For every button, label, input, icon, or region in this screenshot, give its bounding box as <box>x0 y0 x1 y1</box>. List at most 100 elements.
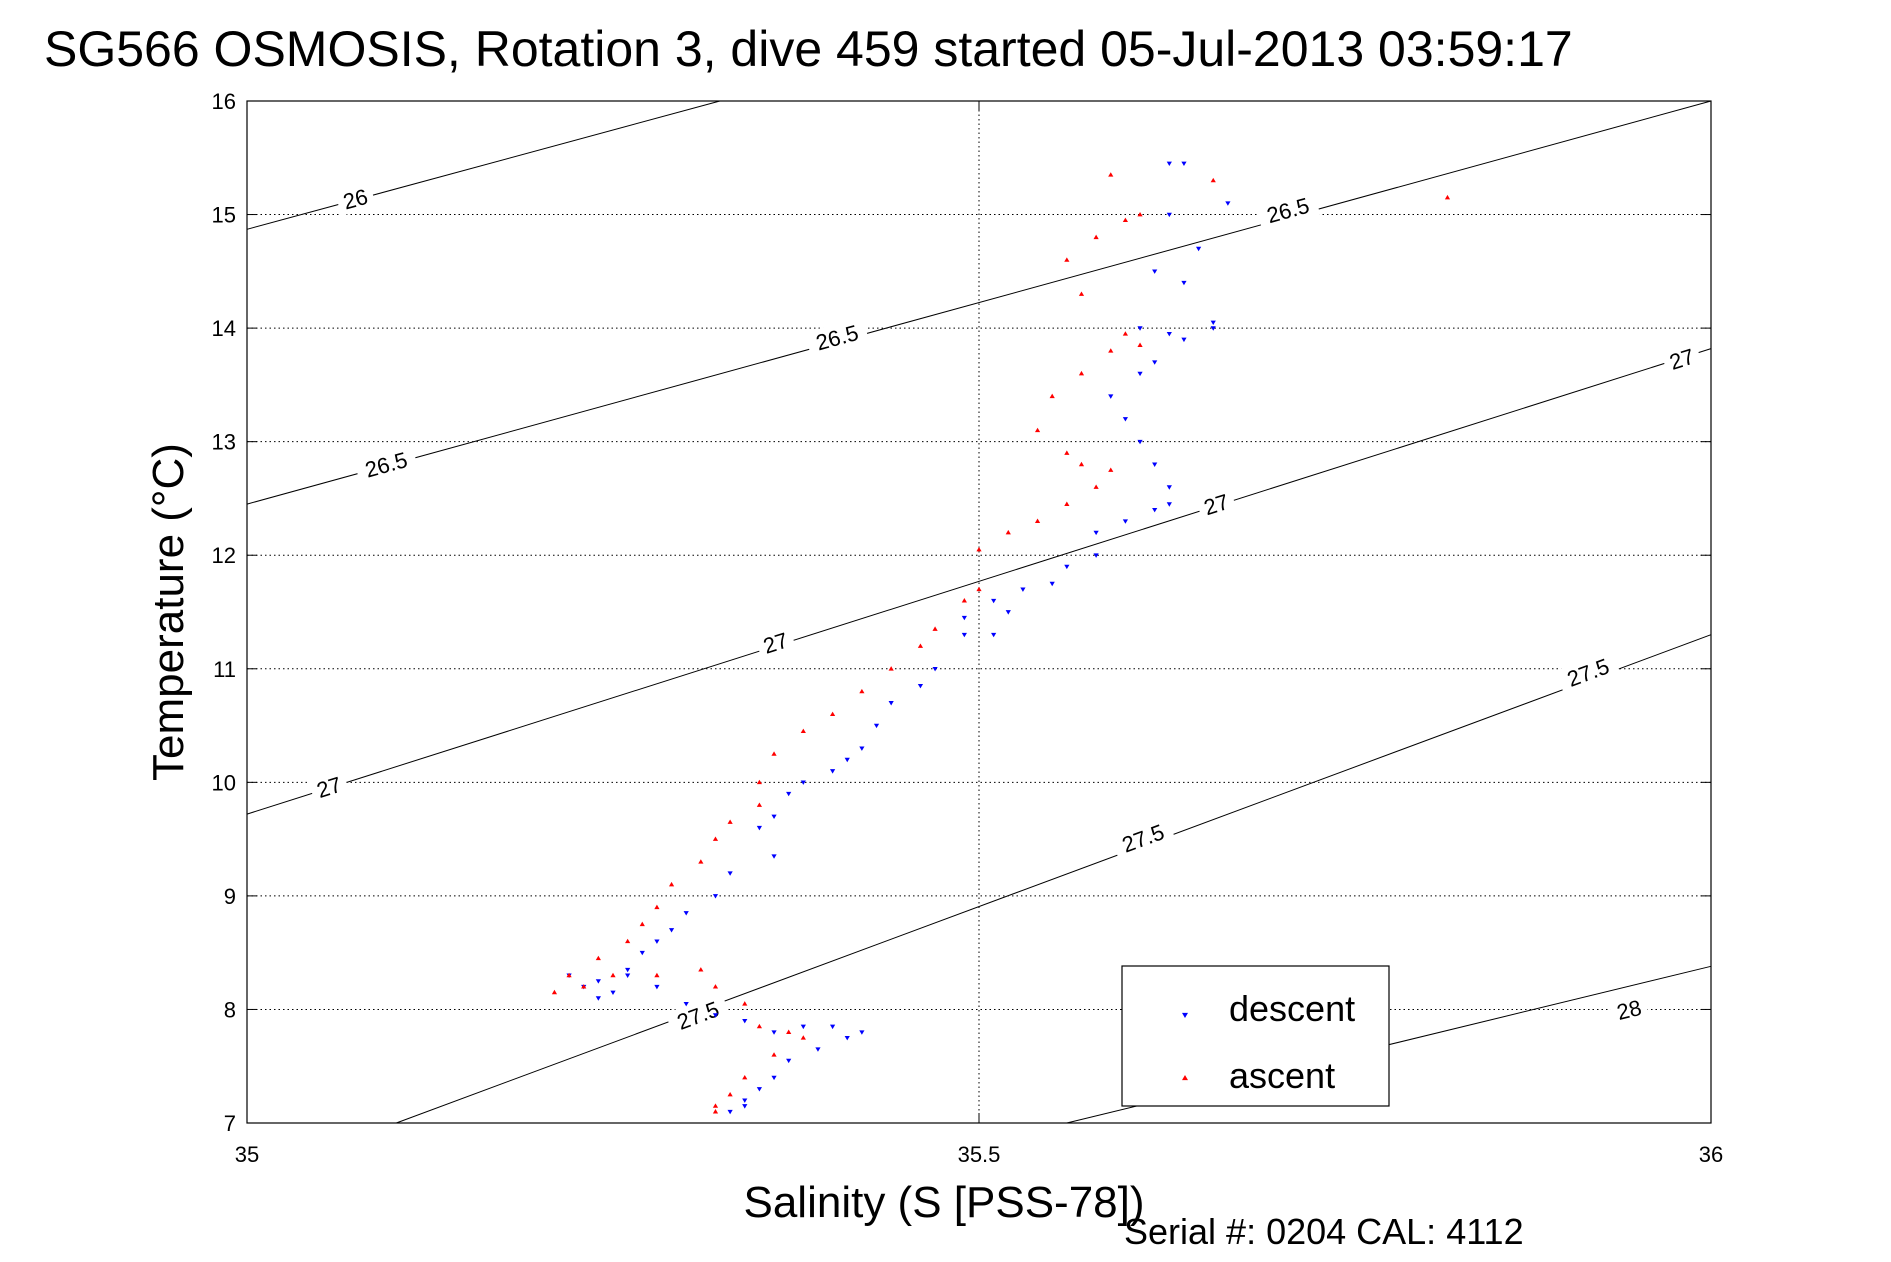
contour-label: 26.5 <box>362 447 410 482</box>
contour-label-gap <box>1608 992 1650 1027</box>
ascent-point <box>625 938 631 944</box>
ascent-point <box>727 1092 733 1097</box>
ascent-point <box>771 1052 777 1057</box>
serial-cal-footer: Serial #: 0204 CAL: 4112 <box>1124 1211 1524 1252</box>
x-axis-label: Salinity (S [PSS-78]) <box>743 1178 1144 1227</box>
ascent-point <box>1078 291 1085 296</box>
contour-label-gap <box>353 443 419 485</box>
descent-point <box>830 769 836 774</box>
ascent-point <box>654 972 660 978</box>
descent-point <box>1152 462 1158 467</box>
ascent-point <box>1078 461 1085 467</box>
y-tick-label: 16 <box>212 89 236 114</box>
ascent-point <box>800 1035 806 1040</box>
legend-label-ascent: ascent <box>1229 1055 1335 1096</box>
descent-point <box>1210 320 1216 326</box>
ascent-point <box>1064 501 1070 506</box>
ascent-point <box>917 643 924 648</box>
ascent-point <box>830 711 836 717</box>
descent-point <box>1064 564 1070 570</box>
descent-point <box>1181 337 1187 343</box>
ascent-point <box>1093 484 1099 489</box>
descent-point <box>595 996 601 1001</box>
ascent-point <box>1093 234 1099 240</box>
descent-point <box>1166 161 1172 167</box>
descent-point <box>844 757 850 763</box>
ascent-point <box>698 859 704 864</box>
descent-point <box>786 1058 792 1064</box>
descent-point <box>654 984 660 990</box>
legend-marker-descent <box>1182 1012 1188 1018</box>
ascent-point <box>756 1023 762 1029</box>
descent-point <box>771 1030 777 1035</box>
descent-point <box>1210 326 1216 331</box>
descent-point <box>610 990 616 996</box>
descent-point <box>1137 371 1143 377</box>
ascent-point <box>756 779 762 785</box>
x-tick-label: 35 <box>235 1142 259 1167</box>
legend-box <box>1121 965 1390 1107</box>
descent-point <box>800 780 806 785</box>
descent-point <box>712 1013 719 1018</box>
ascent-point <box>1078 370 1085 376</box>
density-contour-line <box>246 348 1712 815</box>
contour-label-gap <box>754 624 797 661</box>
ascent-point <box>859 688 865 694</box>
descent-point <box>1166 485 1172 490</box>
descent-point <box>712 894 719 899</box>
descent-point <box>844 1036 850 1041</box>
ascent-point <box>1444 194 1451 200</box>
ascent-point <box>581 984 587 989</box>
data-series <box>551 161 1451 1115</box>
y-tick-label: 9 <box>224 884 236 909</box>
contour-label: 26.5 <box>1264 193 1312 228</box>
descent-point <box>830 1024 836 1030</box>
contour-label: 28 <box>1614 995 1644 1025</box>
descent-point <box>961 615 967 621</box>
x-tick-label: 35.5 <box>958 1142 1001 1167</box>
descent-point <box>1225 201 1231 206</box>
ascent-point <box>1064 450 1070 455</box>
descent-point <box>888 701 894 706</box>
descent-point <box>1093 530 1099 536</box>
descent-point <box>742 1104 748 1109</box>
ascent-point <box>727 819 733 824</box>
ascent-point <box>1064 257 1070 262</box>
density-contour-line <box>396 634 1712 1124</box>
ascent-point <box>756 802 762 807</box>
ascent-point <box>932 626 938 631</box>
legend: descent ascent <box>1121 965 1390 1107</box>
descent-point <box>625 967 631 973</box>
descent-point <box>1005 610 1011 615</box>
contour-label-gap <box>307 769 351 805</box>
descent-point <box>742 1098 748 1103</box>
descent-point <box>683 911 689 916</box>
descent-point <box>727 871 733 876</box>
descent-point <box>991 632 997 638</box>
descent-point <box>1122 519 1128 524</box>
descent-point <box>1108 394 1114 399</box>
ascent-point <box>976 586 982 592</box>
y-tick-label: 7 <box>224 1111 236 1136</box>
ascent-point <box>771 751 777 756</box>
contour-label-gap <box>1660 340 1703 377</box>
y-tick-label: 14 <box>212 316 236 341</box>
y-tick-label: 12 <box>212 543 236 568</box>
ascent-point <box>712 1103 719 1108</box>
contour-label-gap <box>334 181 377 216</box>
ascent-point <box>786 1029 792 1034</box>
legend-label-descent: descent <box>1229 988 1355 1029</box>
ascent-point <box>712 1109 719 1114</box>
descent-point <box>1166 502 1172 507</box>
ascent-point <box>888 666 894 671</box>
y-tick-label: 10 <box>212 770 236 795</box>
descent-point <box>991 598 997 604</box>
descent-point <box>1137 326 1143 331</box>
ascent-point <box>1122 217 1128 223</box>
descent-point <box>1093 553 1099 558</box>
ascent-point <box>1034 427 1041 433</box>
contour-label: 27.5 <box>1119 819 1168 857</box>
descent-point <box>859 746 865 751</box>
